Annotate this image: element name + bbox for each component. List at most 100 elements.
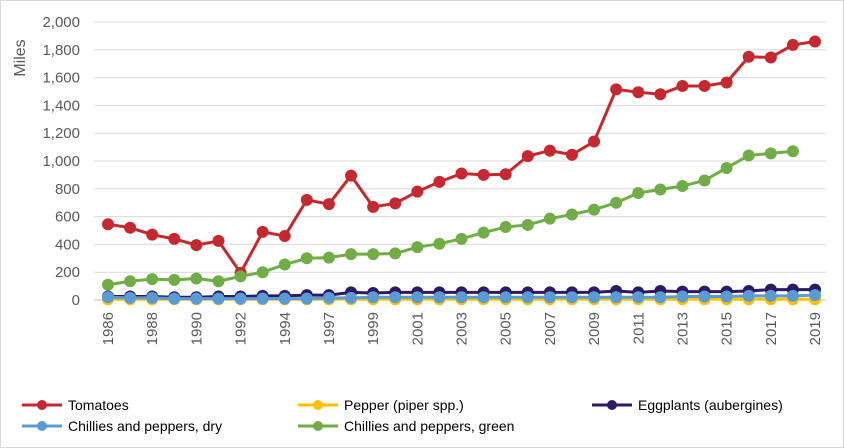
data-point [190, 239, 203, 252]
data-point [720, 76, 733, 89]
series-lines [102, 35, 821, 306]
y-tick-label: 1,600 [42, 70, 80, 87]
data-point [367, 291, 380, 304]
data-point [278, 230, 291, 243]
y-tick-label: 200 [55, 264, 80, 281]
data-point [168, 273, 181, 286]
data-point [632, 86, 645, 99]
legend-item: Tomatoes [22, 397, 129, 413]
legend-label: Pepper (piper spp.) [344, 397, 464, 413]
legend-item: Pepper (piper spp.) [298, 397, 464, 413]
data-point [742, 50, 755, 63]
x-tick-label: 1992 [233, 312, 250, 345]
y-tick-label: 0 [72, 292, 80, 309]
data-point [124, 275, 137, 288]
data-point [433, 175, 446, 188]
data-point [654, 291, 667, 304]
data-point [764, 289, 777, 302]
data-point [389, 247, 402, 260]
x-tick-label: 2011 [630, 312, 647, 344]
series-tomatoes [102, 35, 821, 279]
data-point [433, 237, 446, 250]
data-point [610, 196, 623, 209]
x-axis-ticks: 1986 1988 1990 1992 1994 1997 1999 2001 2003 2005… [100, 312, 824, 345]
data-point [168, 232, 181, 245]
legend-item: Chillies and peppers, green [298, 418, 514, 434]
legend-item: Eggplants (aubergines) [592, 397, 783, 413]
data-point [676, 79, 689, 92]
legend-label: Chillies and peppers, green [344, 418, 514, 434]
data-point [234, 292, 247, 305]
y-tick-label: 800 [55, 181, 80, 198]
data-point [345, 169, 358, 182]
data-point [345, 248, 358, 261]
data-point [278, 258, 291, 271]
legend-label: Eggplants (aubergines) [638, 397, 783, 413]
data-point [632, 291, 645, 304]
data-point [124, 221, 137, 234]
data-point [322, 198, 335, 211]
data-point [212, 234, 225, 247]
data-point [300, 252, 313, 265]
data-point [234, 270, 247, 283]
x-tick-label: 2009 [586, 312, 603, 345]
data-point [124, 291, 137, 304]
data-point [212, 275, 225, 288]
data-point [499, 221, 512, 234]
data-point [698, 174, 711, 187]
data-point [477, 291, 490, 304]
x-tick-label: 1999 [365, 312, 382, 345]
data-point [102, 218, 114, 231]
data-point [411, 241, 424, 254]
data-point [256, 292, 269, 305]
legend-label: Chillies and peppers, dry [68, 418, 222, 434]
legend-marker [313, 421, 323, 431]
x-tick-label: 1986 [100, 312, 117, 345]
series-chillies-and-peppers-dry [102, 289, 821, 305]
data-point [543, 144, 556, 157]
data-point [565, 291, 578, 304]
data-point [433, 291, 446, 304]
x-tick-label: 2003 [454, 312, 471, 345]
data-point [676, 290, 689, 303]
y-tick-label: 1,800 [42, 42, 80, 59]
data-point [146, 291, 159, 304]
x-tick-label: 1988 [144, 312, 161, 345]
data-point [389, 197, 402, 210]
y-tick-label: 2,000 [42, 14, 80, 31]
data-point [676, 180, 689, 193]
x-tick-label: 1994 [277, 312, 294, 345]
legend-marker [313, 400, 323, 410]
data-point [786, 289, 799, 302]
legend-item: Chillies and peppers, dry [22, 418, 222, 434]
x-tick-label: 1990 [188, 312, 205, 345]
data-point [146, 273, 159, 286]
data-point [300, 292, 313, 305]
data-point [521, 150, 534, 163]
data-point [367, 200, 380, 213]
y-axis-label: Miles [12, 39, 29, 76]
data-point [720, 290, 733, 303]
data-point [720, 161, 733, 174]
data-point [190, 272, 203, 285]
data-point [455, 232, 468, 245]
data-point [764, 147, 777, 160]
x-tick-label: 2013 [674, 312, 691, 345]
data-point [411, 185, 424, 198]
data-point [565, 148, 578, 161]
x-tick-label: 2001 [409, 312, 426, 345]
data-point [588, 291, 601, 304]
legend: Tomatoes Pepper (piper spp.) Eggplants (au… [22, 397, 783, 434]
data-point [499, 168, 512, 181]
legend-marker [37, 421, 47, 431]
y-tick-label: 400 [55, 236, 80, 253]
data-point [610, 291, 623, 304]
data-point [477, 168, 490, 181]
y-tick-label: 1,200 [42, 125, 80, 142]
x-tick-label: 2005 [498, 312, 515, 345]
data-point [367, 248, 380, 261]
data-point [521, 291, 534, 304]
data-point [588, 135, 601, 148]
data-point [565, 208, 578, 221]
